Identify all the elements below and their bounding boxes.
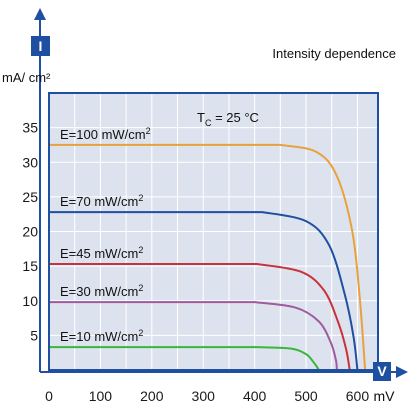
x-axis-badge	[373, 362, 391, 381]
x-tick-label: 0	[45, 388, 53, 404]
x-tick-label: 200	[140, 388, 164, 404]
y-axis-arrow-icon	[34, 8, 46, 20]
series-label: E=30 mW/cm2	[60, 283, 143, 299]
series-curve	[49, 143, 367, 370]
series-curve	[49, 301, 338, 370]
y-tick-labels: 5 10 15 20 25 30 35	[22, 120, 38, 344]
series-label: E=100 mW/cm2	[60, 126, 151, 142]
grid-lines	[49, 93, 378, 370]
x-tick-label: 500	[294, 388, 318, 404]
y-tick-label: 35	[22, 120, 38, 136]
y-axis-unit-label: mA/ cm²	[2, 70, 51, 85]
y-tick-label: 30	[22, 154, 38, 170]
y-axis-badge	[31, 36, 50, 56]
y-tick-label: 15	[22, 258, 38, 274]
x-tick-label: 600	[346, 388, 370, 404]
x-tick-label: 100	[89, 388, 113, 404]
x-tick-label: 400	[243, 388, 267, 404]
x-axis-badge-label: V	[377, 363, 387, 379]
x-tick-label: 300	[192, 388, 216, 404]
y-tick-label: 10	[22, 293, 38, 309]
y-tick-label: 5	[30, 327, 38, 343]
x-tick-labels: 0 100 200 300 400 500 600	[45, 388, 369, 404]
x-axis-unit-label: mV	[374, 388, 396, 404]
temperature-annotation: TC = 25 °C	[197, 110, 259, 128]
series-label: E=45 mW/cm2	[60, 245, 143, 261]
series-curve	[49, 346, 320, 370]
series-label: E=70 mW/cm2	[60, 193, 143, 209]
y-tick-label: 25	[22, 189, 38, 205]
iv-curves	[49, 143, 367, 370]
series-label: E=10 mW/cm2	[60, 328, 143, 344]
chart-title: Intensity dependence	[272, 46, 396, 61]
plot-border	[48, 92, 379, 371]
series-labels: E=100 mW/cm2 E=70 mW/cm2 E=45 mW/cm2 E=30 m…	[60, 126, 151, 344]
series-curve	[49, 211, 359, 370]
x-axis-arrow-icon	[396, 366, 408, 378]
y-axis-badge-label: I	[39, 38, 43, 54]
y-tick-label: 20	[22, 224, 38, 240]
series-curve	[49, 263, 351, 370]
